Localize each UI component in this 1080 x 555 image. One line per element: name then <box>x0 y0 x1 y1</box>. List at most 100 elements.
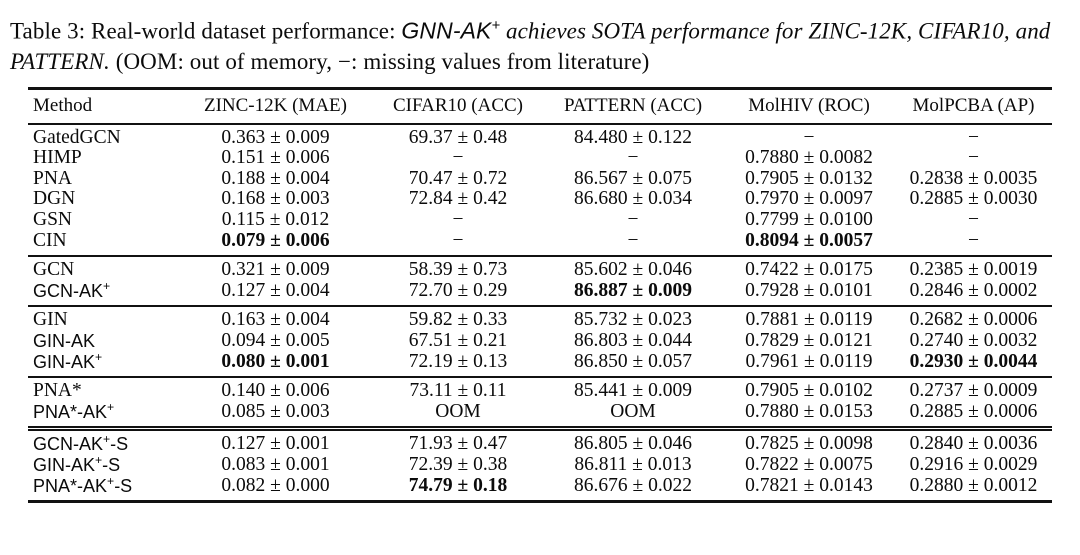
value-cell: 0.127 ± 0.004 <box>221 279 330 301</box>
value-cell: 0.082 ± 0.000 <box>221 474 330 496</box>
table-row: PNA*-AK+ 0.085 ± 0.003 OOM OOM 0.7880 ± 0.01… <box>28 399 1052 429</box>
header-row: Method ZINC-12K (MAE) CIFAR10 (ACC) PATTERN… <box>28 88 1052 124</box>
method-name: GSN <box>33 209 73 231</box>
method-name: GIN-AK+-S <box>33 452 121 475</box>
value-cell: 69.37 ± 0.48 <box>408 126 508 148</box>
value-cell: 0.363 ± 0.009 <box>221 126 330 148</box>
method-name: GCN-AK+ <box>33 278 111 301</box>
value-cell: 85.602 ± 0.046 <box>574 259 692 281</box>
value-cell: OOM <box>435 400 481 422</box>
value-cell: 74.79 ± 0.18 <box>408 474 508 496</box>
value-cell: 58.39 ± 0.73 <box>408 259 508 281</box>
column-header: MolPCBA (AP) <box>912 94 1035 116</box>
method-name: HIMP <box>33 147 82 169</box>
value-cell: 86.850 ± 0.057 <box>574 350 692 372</box>
value-cell: − <box>452 209 464 231</box>
table-group: GIN 0.163 ± 0.004 59.82 ± 0.33 85.732 ± 0.0… <box>28 306 1052 377</box>
value-cell: 85.732 ± 0.023 <box>574 309 692 331</box>
method-name: PNA*-AK+ <box>33 399 115 422</box>
value-cell: 86.811 ± 0.013 <box>574 453 692 475</box>
value-cell: OOM <box>610 400 656 422</box>
value-cell: 0.7880 ± 0.0082 <box>745 147 873 169</box>
value-cell: 0.163 ± 0.004 <box>221 309 330 331</box>
method-name: GCN <box>33 259 75 281</box>
table-row: PNA 0.188 ± 0.004 70.47 ± 0.72 86.567 ± 0.0… <box>28 167 1052 190</box>
value-cell: 70.47 ± 0.72 <box>408 167 508 189</box>
value-cell: 0.2930 ± 0.0044 <box>909 350 1038 372</box>
table-caption: Table 3: Real-world dataset performance:… <box>10 11 1072 77</box>
value-cell: − <box>803 126 815 148</box>
value-cell: 0.7821 ± 0.0143 <box>745 474 873 496</box>
table-row: GIN-AK+ 0.080 ± 0.001 72.19 ± 0.13 86.850 ±… <box>28 350 1052 378</box>
value-cell: 67.51 ± 0.21 <box>408 330 508 351</box>
value-cell: 0.7880 ± 0.0153 <box>745 400 873 422</box>
value-cell: 0.7961 ± 0.0119 <box>745 350 873 372</box>
table-row: GIN-AK 0.094 ± 0.005 67.51 ± 0.21 86.803 ± … <box>28 330 1052 352</box>
caption-method-emphasis: GNN-AK <box>401 17 492 44</box>
method-superscript: + <box>95 452 103 467</box>
value-cell: 85.441 ± 0.009 <box>574 380 692 402</box>
value-cell: 0.2916 ± 0.0029 <box>909 453 1038 475</box>
value-cell: − <box>968 147 979 169</box>
column-header: MolHIV (ROC) <box>748 94 870 116</box>
table-row: PNA* 0.140 ± 0.006 73.11 ± 0.11 85.441 ± 0.… <box>28 377 1052 402</box>
value-cell: 72.84 ± 0.42 <box>408 188 508 210</box>
table-row: PNA*-AK+-S 0.082 ± 0.000 74.79 ± 0.18 86.67… <box>28 473 1052 502</box>
table-group: PNA* 0.140 ± 0.006 73.11 ± 0.11 85.441 ± 0.… <box>28 377 1052 429</box>
value-cell: 0.168 ± 0.003 <box>221 188 330 210</box>
value-cell: 0.7970 ± 0.0097 <box>745 188 873 210</box>
method-superscript: + <box>107 399 115 414</box>
table-row: GCN 0.321 ± 0.009 58.39 ± 0.73 85.602 ± 0.0… <box>28 256 1052 281</box>
table-row: GCN-AK+ 0.127 ± 0.004 72.70 ± 0.29 86.887 ±… <box>28 278 1052 307</box>
method-name: GIN-AK <box>33 331 96 351</box>
table-group: GatedGCN 0.363 ± 0.009 69.37 ± 0.48 84.480 … <box>28 124 1052 257</box>
method-name: CIN <box>33 229 67 251</box>
value-cell: 59.82 ± 0.33 <box>408 309 508 331</box>
value-cell: 0.083 ± 0.001 <box>221 453 330 475</box>
value-cell: 72.19 ± 0.13 <box>408 350 508 372</box>
column-header: PATTERN (ACC) <box>563 94 703 116</box>
method-superscript: + <box>103 278 111 293</box>
value-cell: 0.7799 ± 0.0100 <box>745 209 873 231</box>
value-cell: − <box>968 229 979 251</box>
method-name: DGN <box>33 188 76 210</box>
column-header: Method <box>33 94 93 116</box>
table-group: GCN-AK+-S 0.127 ± 0.001 71.93 ± 0.47 86.805… <box>28 428 1052 502</box>
method-name: GatedGCN <box>33 126 121 148</box>
value-cell: 86.567 ± 0.075 <box>574 167 692 189</box>
table-row: GIN 0.163 ± 0.004 59.82 ± 0.33 85.732 ± 0.0… <box>28 306 1052 331</box>
value-cell: 0.2737 ± 0.0009 <box>909 380 1038 402</box>
table-row: GSN 0.115 ± 0.012 − − 0.7799 ± 0.0100 − <box>28 209 1052 231</box>
value-cell: − <box>968 126 979 148</box>
table-row: CIN 0.079 ± 0.006 − − 0.8094 ± 0.0057 − <box>28 229 1052 257</box>
method-superscript: + <box>107 473 115 488</box>
caption-prefix: Table 3: Real-world dataset performance: <box>10 18 402 44</box>
value-cell: − <box>452 147 464 169</box>
value-cell: 0.8094 ± 0.0057 <box>745 229 873 251</box>
value-cell: 0.188 ± 0.004 <box>221 167 330 189</box>
value-cell: 0.7825 ± 0.0098 <box>745 433 873 455</box>
value-cell: 72.70 ± 0.29 <box>408 279 508 301</box>
value-cell: 0.080 ± 0.001 <box>221 350 330 372</box>
value-cell: 71.93 ± 0.47 <box>408 433 508 455</box>
caption-legend: (OOM: out of memory, −: missing values f… <box>109 48 650 74</box>
table-row: HIMP 0.151 ± 0.006 − − 0.7880 ± 0.0082 − <box>28 148 1052 169</box>
value-cell: 0.7822 ± 0.0075 <box>745 453 873 475</box>
value-cell: 0.2385 ± 0.0019 <box>909 259 1038 281</box>
results-table: Method ZINC-12K (MAE) CIFAR10 (ACC) PATTERN… <box>28 86 1052 504</box>
value-cell: 0.7881 ± 0.0119 <box>745 309 873 331</box>
value-cell: 0.7905 ± 0.0102 <box>745 380 873 402</box>
value-cell: 0.321 ± 0.009 <box>221 259 330 281</box>
value-cell: − <box>627 229 639 251</box>
value-cell: 84.480 ± 0.122 <box>574 126 692 148</box>
value-cell: 0.079 ± 0.006 <box>221 229 330 251</box>
value-cell: 72.39 ± 0.38 <box>408 453 508 475</box>
value-cell: 73.11 ± 0.11 <box>409 380 507 402</box>
value-cell: 0.127 ± 0.001 <box>221 433 330 455</box>
value-cell: 0.085 ± 0.003 <box>221 400 330 422</box>
method-name: GIN <box>33 309 68 331</box>
value-cell: 0.7422 ± 0.0175 <box>745 259 873 281</box>
method-name: GCN-AK+-S <box>33 432 129 455</box>
value-cell: 0.2880 ± 0.0012 <box>909 474 1038 496</box>
method-superscript: + <box>103 432 111 447</box>
